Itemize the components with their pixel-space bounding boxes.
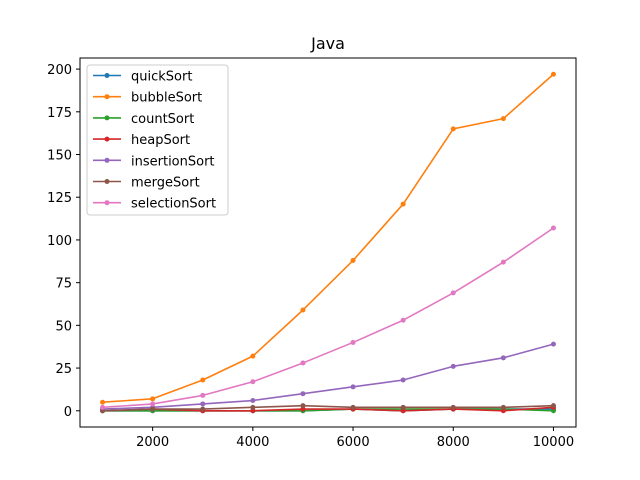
legend-marker [104, 115, 110, 121]
x-tick-label: 4000 [236, 435, 269, 450]
data-point [100, 408, 106, 414]
x-tick-label: 10000 [533, 435, 574, 450]
y-tick-label: 100 [47, 234, 72, 249]
legend-label: selectionSort [131, 197, 216, 212]
y-tick-label: 150 [47, 149, 72, 164]
series-line [102, 73, 554, 404]
chart-title: Java [310, 34, 345, 53]
data-point [300, 307, 306, 313]
data-point [500, 116, 506, 122]
data-point [400, 404, 406, 410]
data-point [350, 384, 356, 390]
x-tick-label: 8000 [437, 435, 470, 450]
data-point [150, 406, 156, 412]
data-point [250, 353, 256, 359]
data-point [150, 401, 156, 407]
series-line [102, 404, 554, 412]
x-tick-label: 2000 [136, 435, 169, 450]
legend-marker [104, 73, 110, 78]
data-point [350, 404, 356, 410]
data-point [500, 404, 506, 410]
legend-label: mergeSort [131, 176, 200, 191]
legend-entry: insertionSort [93, 154, 215, 169]
legend-marker [104, 136, 110, 142]
y-tick-label: 200 [47, 63, 72, 78]
data-point [400, 201, 406, 207]
data-point [150, 396, 156, 402]
data-point [450, 363, 456, 369]
legend-marker [104, 200, 110, 206]
legend-label: bubbleSort [131, 91, 202, 106]
legend-entry: bubbleSort [93, 91, 202, 106]
data-point [450, 126, 456, 132]
y-tick-label: 125 [47, 191, 72, 206]
data-point [200, 406, 206, 412]
data-point [450, 404, 456, 410]
data-point [500, 259, 506, 265]
legend-label: insertionSort [131, 154, 215, 169]
legend-entry: selectionSort [93, 197, 216, 212]
data-point [250, 408, 256, 414]
data-point [200, 377, 206, 383]
legend-entry: heapSort [93, 133, 190, 148]
legend-label: countSort [131, 112, 194, 127]
legend-marker [104, 179, 110, 184]
series-line [102, 343, 554, 410]
y-tick-label: 25 [55, 362, 72, 377]
data-point [400, 377, 406, 383]
data-point [500, 408, 506, 414]
data-point [200, 401, 206, 407]
y-tick-label: 175 [47, 106, 72, 121]
data-point [100, 399, 106, 405]
y-tick-label: 0 [64, 405, 72, 420]
data-point [350, 339, 356, 345]
y-tick-label: 75 [55, 277, 72, 292]
series-mergeSort [100, 403, 556, 414]
series-line [102, 408, 554, 412]
data-point [250, 404, 256, 410]
legend-entry: countSort [93, 112, 194, 127]
data-point [250, 398, 256, 404]
legend-marker [104, 157, 110, 163]
plot-frame [79, 57, 577, 428]
data-point [400, 408, 406, 414]
series-line [102, 227, 554, 409]
series-line [102, 406, 554, 412]
data-point [100, 404, 106, 410]
series-selectionSort [100, 225, 556, 410]
legend-entry: mergeSort [93, 176, 200, 191]
data-point [550, 408, 556, 414]
data-point [550, 341, 556, 347]
data-point [300, 406, 306, 412]
data-point [250, 379, 256, 385]
y-tick-label: 50 [55, 319, 72, 334]
data-point [200, 392, 206, 398]
x-axis: 2000 4000 6000 8000 10000 [136, 427, 574, 450]
data-point [550, 71, 556, 77]
data-point [550, 225, 556, 231]
x-tick-label: 6000 [337, 435, 370, 450]
legend: quickSort bubbleSort countSort heapSort inse… [86, 64, 229, 216]
legend-box [86, 64, 229, 216]
legend-label: quickSort [131, 70, 192, 85]
data-point [400, 317, 406, 323]
data-point [300, 391, 306, 397]
y-axis: 0 25 50 75 100 125 150 175 200 [47, 63, 80, 420]
series-layer [100, 71, 556, 414]
data-point [500, 355, 506, 361]
legend-marker [104, 94, 110, 100]
data-point [550, 403, 556, 409]
data-point [300, 360, 306, 366]
data-point [350, 257, 356, 263]
series-bubbleSort [100, 71, 556, 405]
data-point [300, 403, 306, 409]
legend-label: heapSort [131, 133, 190, 148]
data-point [450, 290, 456, 296]
legend-entry: quickSort [93, 70, 192, 85]
